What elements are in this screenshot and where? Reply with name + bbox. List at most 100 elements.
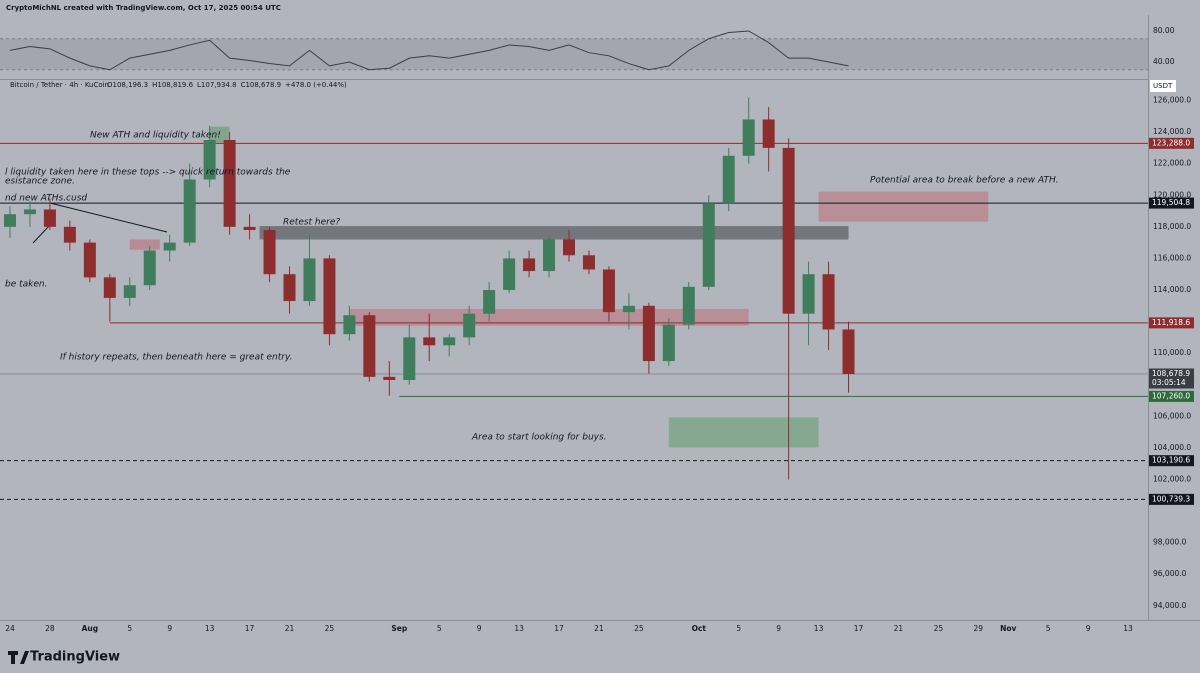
- x-tick-label: 25: [934, 624, 944, 633]
- footer: [0, 638, 1200, 673]
- y-tick-label: 96,000.0: [1153, 569, 1187, 578]
- x-tick-label: 5: [736, 624, 741, 633]
- candle-body: [543, 239, 556, 272]
- price-tag: [1149, 455, 1194, 467]
- legend-item: C108,678.9: [241, 81, 282, 89]
- candle-body: [343, 315, 356, 335]
- candle-body: [443, 337, 456, 346]
- candle-body: [662, 324, 675, 362]
- candle-body: [223, 140, 236, 227]
- legend-item: +478.0 (+0.44%): [285, 81, 347, 89]
- y-tick-label: 98,000.0: [1153, 538, 1187, 547]
- candle-body: [203, 140, 216, 180]
- price-tag: [1149, 197, 1194, 209]
- credit: CryptoMichNL created with TradingView.co…: [6, 4, 281, 12]
- y-tick-label: 118,000.0: [1153, 222, 1191, 231]
- x-tick-label: Aug: [82, 624, 99, 633]
- x-tick-label: 21: [594, 624, 604, 633]
- annotation: Area to start looking for buys.: [471, 433, 607, 443]
- price-tag-label: 119,504.8: [1152, 198, 1190, 207]
- candle-body: [183, 179, 196, 243]
- annotation: nd new ATHs.cusd: [5, 194, 87, 204]
- y-tick-label: 126,000.0: [1153, 96, 1191, 105]
- y-tick-label: 106,000.0: [1153, 411, 1191, 420]
- y-tick-label: 116,000.0: [1153, 253, 1191, 262]
- y-tick-label: 104,000.0: [1153, 443, 1191, 452]
- candle-body: [503, 258, 516, 290]
- currency-box: [1150, 80, 1176, 92]
- candle-body: [263, 230, 276, 275]
- x-tick-label: 13: [514, 624, 524, 633]
- y-tick-label: 124,000.0: [1153, 127, 1191, 136]
- candle-body: [702, 203, 715, 287]
- candle-body: [523, 258, 536, 272]
- x-tick-label: 5: [437, 624, 442, 633]
- legend-item: H108,819.6: [152, 81, 193, 89]
- candle-body: [642, 305, 655, 362]
- price-tag: [1149, 368, 1194, 389]
- price-tag-label: 107,260.0: [1152, 391, 1190, 400]
- candle-body: [243, 226, 256, 230]
- candle-body: [83, 242, 96, 278]
- price-tag: [1149, 390, 1194, 402]
- price-tag-label: 108,678.9: [1152, 369, 1190, 378]
- candle-body: [563, 239, 576, 256]
- candle-body: [622, 305, 635, 313]
- x-tick-label: 25: [325, 624, 335, 633]
- x-tick-label: 21: [285, 624, 295, 633]
- rsi-band: [0, 38, 1148, 70]
- annotation: esistance zone.: [5, 177, 75, 187]
- zone: [129, 239, 160, 250]
- x-tick-label: 17: [245, 624, 255, 633]
- price-tag-label: 103,190.6: [1152, 456, 1190, 465]
- legend-item: L107,934.8: [197, 81, 237, 89]
- x-tick-label: Oct: [692, 624, 707, 633]
- x-tick-label: 5: [127, 624, 132, 633]
- symbol: Bitcoin / Tether · 4h · KuCoin: [10, 81, 109, 89]
- price-tag: [1149, 493, 1194, 505]
- legend: O108,196.3 H108,819.6 L107,934.8 C108,678.9…: [107, 81, 347, 89]
- zone: [259, 226, 849, 240]
- candle-body: [423, 337, 436, 346]
- x-tick-label: 17: [854, 624, 864, 633]
- candle-body: [582, 255, 595, 270]
- y-tick-label: 120,000.0: [1153, 190, 1191, 199]
- candle-body: [463, 313, 476, 338]
- x-tick-label: 29: [974, 624, 984, 633]
- header-bar: [0, 0, 1148, 15]
- arrow: [32, 224, 51, 244]
- x-tick-label: 13: [1123, 624, 1133, 633]
- x-tick-label: 13: [814, 624, 824, 633]
- annotation: be taken.: [5, 280, 47, 290]
- candle-body: [682, 286, 695, 325]
- candle-body: [403, 337, 416, 380]
- rsi-line: [9, 30, 849, 71]
- logo: [8, 651, 29, 664]
- candle-body: [383, 376, 396, 380]
- x-tick-label: 21: [894, 624, 904, 633]
- x-tick-label: 25: [634, 624, 644, 633]
- candle-body: [3, 214, 16, 227]
- legend-item: O108,196.3: [107, 81, 148, 89]
- candle-body: [163, 242, 176, 251]
- y-tick-label: 94,000.0: [1153, 601, 1187, 610]
- x-tick-label: 9: [167, 624, 172, 633]
- candle-body: [762, 119, 775, 148]
- x-tick-label: Sep: [391, 624, 407, 633]
- brand: TradingView: [30, 650, 120, 665]
- zone: [818, 191, 989, 222]
- rsi-tick-label: 40.00: [1153, 57, 1175, 66]
- candle-body: [283, 274, 296, 302]
- candle-body: [143, 250, 156, 286]
- x-tick-label: 9: [1086, 624, 1091, 633]
- annotation: Retest here?: [283, 218, 340, 228]
- candle-body: [123, 285, 136, 298]
- price-tag: [1149, 137, 1194, 149]
- x-tick-label: 5: [1046, 624, 1051, 633]
- price-tag-label: 111,918.6: [1152, 318, 1190, 327]
- annotation: Potential area to break before a new ATH…: [870, 176, 1059, 186]
- price-tag-label: 123,288.0: [1152, 138, 1190, 147]
- y-tick-label: 122,000.0: [1153, 159, 1191, 168]
